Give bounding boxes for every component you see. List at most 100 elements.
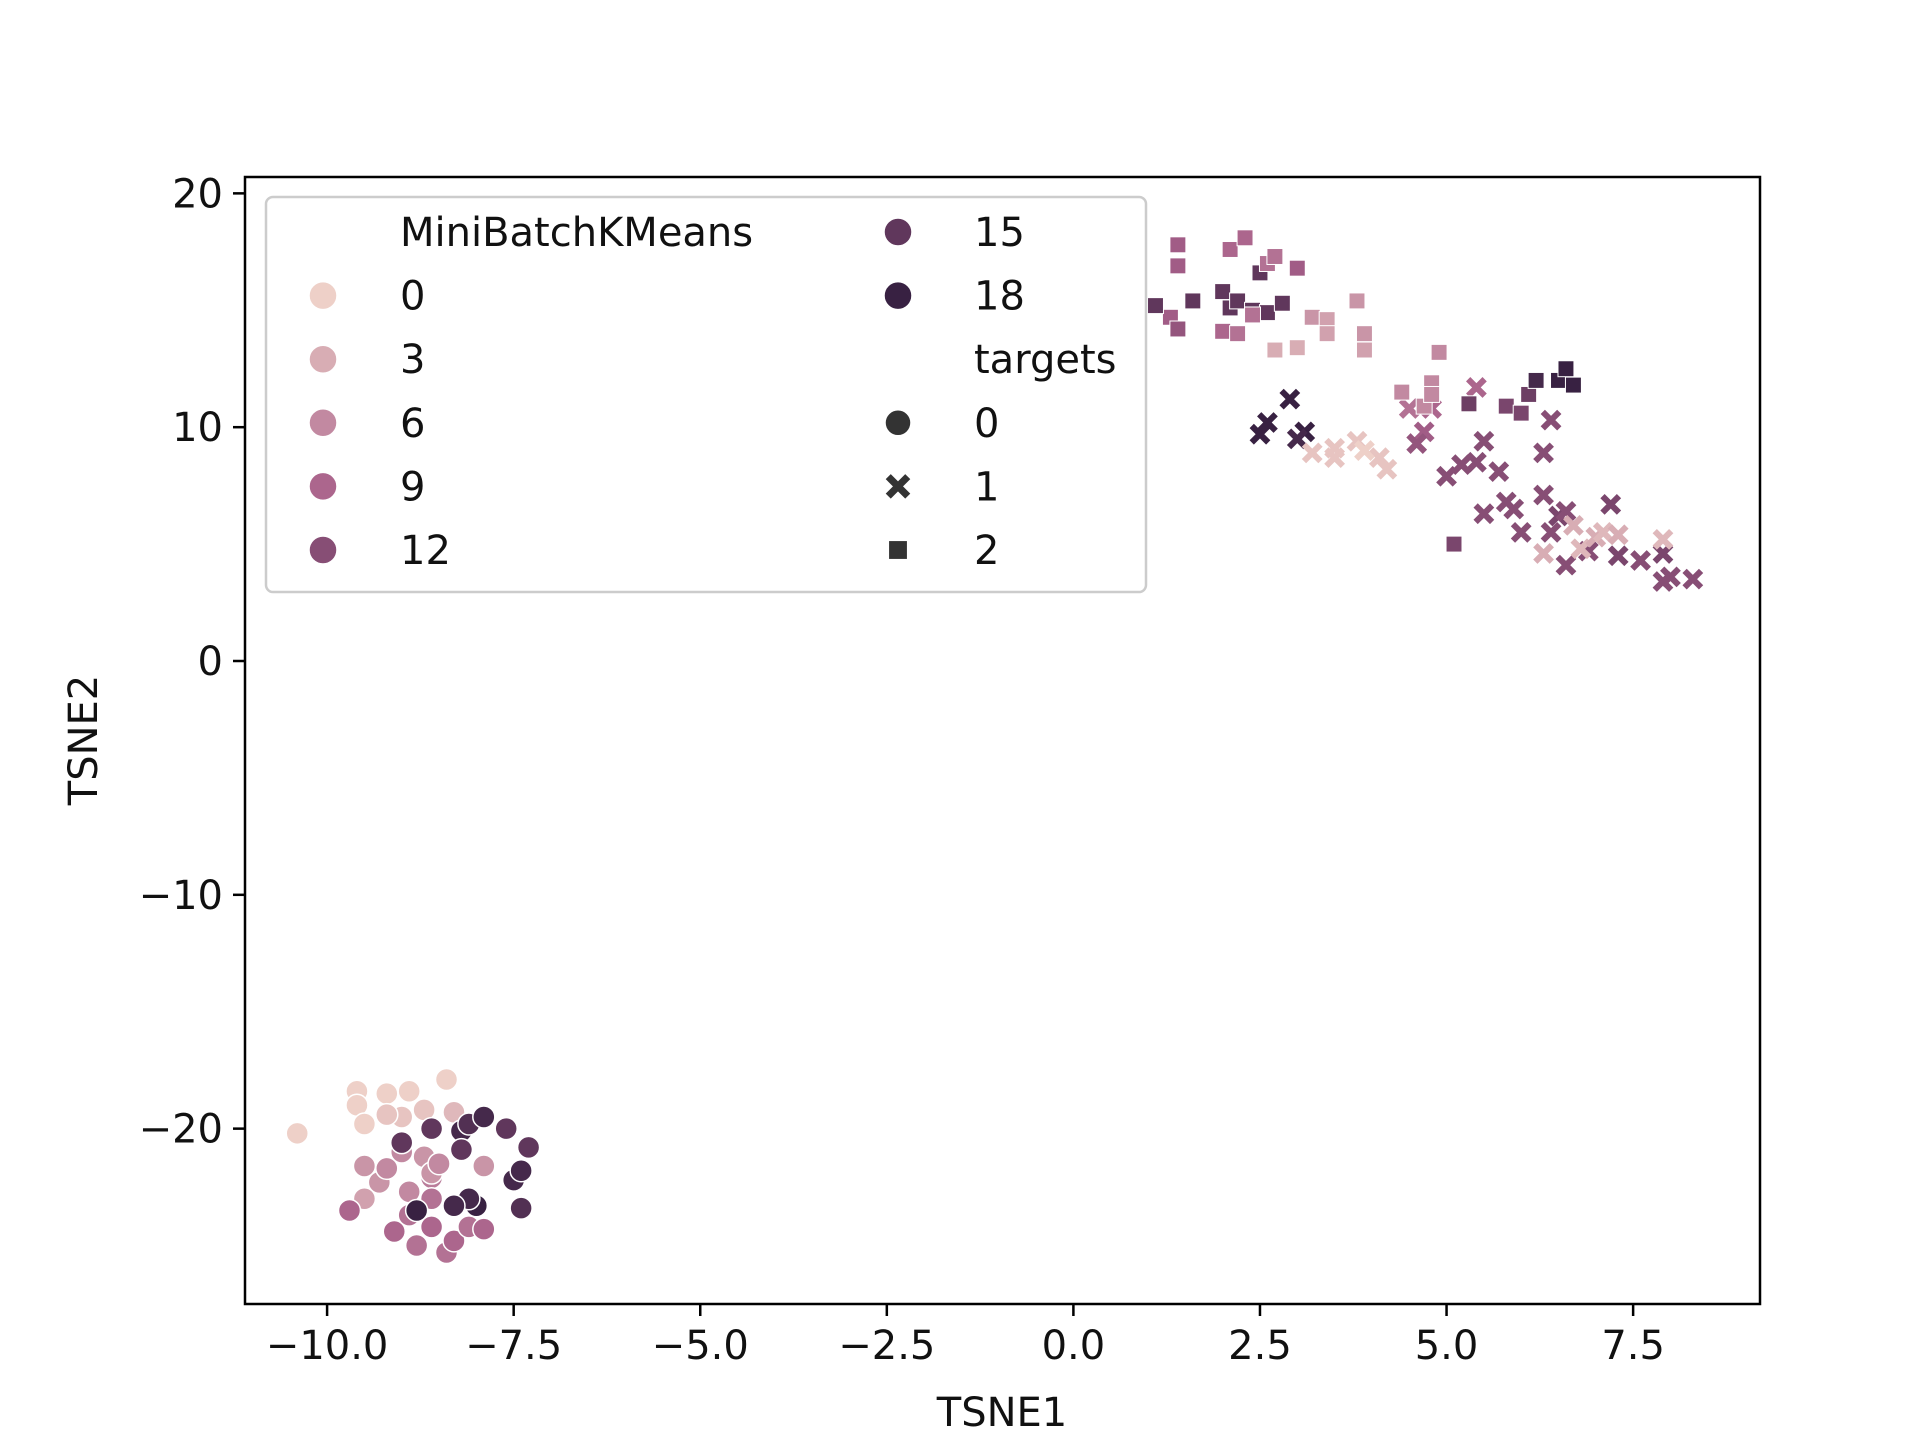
data-point-target-2-17 [1266,248,1284,265]
legend-entry-label: 0 [974,401,999,447]
data-point-target-1-26 [1533,442,1554,464]
data-point-target-0-10 [375,1102,399,1127]
data-point-target-1-36 [1630,550,1651,571]
data-point-target-2-8 [1229,292,1247,310]
data-point-target-1-27 [1540,409,1562,431]
data-point-target-2-41 [1557,360,1575,378]
data-point-target-1-41 [1533,543,1554,564]
data-point-target-1-19 [1466,451,1487,473]
legend-style-marker [885,474,911,499]
data-point-target-2-32 [1423,385,1441,403]
data-point-target-0-19 [427,1151,451,1176]
legend-entry-label: 1 [974,464,999,510]
data-point-target-2-37 [1512,404,1530,422]
data-point-target-1-42 [1563,514,1584,536]
data-point-target-2-5 [1184,292,1202,310]
x-tick-label: 7.5 [1601,1323,1665,1369]
x-tick-label: 0.0 [1042,1323,1106,1369]
data-point-target-0-8 [434,1067,459,1092]
x-tick-label: −2.5 [838,1323,935,1369]
data-point-target-1-30 [1555,500,1577,522]
data-point-target-2-3 [1169,320,1187,338]
x-tick-label: 2.5 [1228,1323,1292,1369]
data-point-target-0-4 [375,1081,399,1106]
data-point-target-0-14 [375,1156,399,1181]
data-point-target-2-1 [1169,257,1187,275]
legend-hue-marker [308,535,338,565]
data-point-target-2-4 [1147,297,1164,315]
data-point-target-2-33 [1430,343,1448,361]
data-point-target-2-39 [1527,371,1545,389]
data-point-target-2-24 [1348,292,1366,310]
legend-style-marker [888,540,908,560]
data-point-target-2-15 [1236,229,1254,247]
data-point-target-0-20 [472,1154,496,1178]
legend-entry-label: 12 [400,528,451,574]
legend-hue-marker [308,408,338,438]
data-point-target-0-6 [397,1079,421,1103]
data-point-target-0-41 [509,1158,533,1183]
y-tick-label: −20 [139,1107,223,1153]
data-point-target-2-19 [1229,325,1247,343]
data-point-target-0-33 [419,1116,444,1141]
legend-title: MiniBatchKMeans [400,210,753,256]
x-axis-title: TSNE1 [936,1390,1067,1436]
legend-entry-label: 3 [400,337,425,383]
data-point-target-1-34 [1600,493,1622,515]
legend-hue-marker [308,280,338,311]
data-point-target-1-40 [1682,568,1704,590]
data-point-target-0-32 [389,1130,414,1155]
data-point-target-1-20 [1473,430,1495,452]
legend-entry-label: 18 [974,274,1025,320]
x-tick-label: −10.0 [266,1323,389,1369]
data-point-target-1-18 [1451,454,1472,475]
data-point-target-2-21 [1303,308,1321,326]
data-point-target-2-36 [1497,397,1515,415]
data-point-target-2-35 [1460,395,1478,413]
data-point-target-0-45 [442,1194,466,1218]
data-point-target-2-27 [1266,341,1284,359]
data-point-target-1-12 [1398,398,1420,419]
data-point-target-2-29 [1393,383,1411,401]
data-point-target-0-42 [509,1196,533,1220]
data-point-target-0-40 [516,1135,541,1160]
legend-box [264,195,1148,594]
data-point-target-2-18 [1244,306,1261,324]
x-tick-label: −7.5 [465,1323,562,1369]
data-point-target-2-28 [1288,339,1306,357]
y-tick-label: 10 [172,405,223,451]
x-axis-ticks: −10.0 −7.5 −5.0 −2.5 0.0 2.5 5.0 7.5 [266,1304,1665,1369]
x-tick-label: 5.0 [1415,1323,1479,1369]
data-point-target-2-0 [1169,236,1187,254]
data-point-target-1-5 [1301,442,1323,464]
legend-entry-label: 0 [400,274,425,320]
legend-hue-marker [308,471,338,502]
data-point-target-1-4 [1286,428,1308,450]
legend-hue-marker [308,344,338,374]
data-point-target-0-30 [472,1217,496,1241]
data-point-target-0-38 [494,1116,518,1141]
data-point-target-2-20 [1288,259,1306,277]
data-point-target-1-24 [1503,498,1525,520]
legend-entry-label: 15 [974,210,1025,256]
data-point-target-1-39 [1660,566,1681,588]
data-point-target-1-11 [1354,440,1375,461]
legend-entry-label: 9 [400,464,425,510]
legend-hue-marker [883,217,913,247]
data-point-target-1-32 [1555,554,1577,576]
data-point-target-1-25 [1510,522,1532,543]
data-point-target-1-16 [1406,433,1428,454]
legend-entry-label: 6 [400,401,425,447]
data-point-target-1-45 [1592,522,1614,543]
plot-frame [243,175,1762,1306]
data-point-target-2-25 [1355,325,1373,343]
data-point-target-2-34 [1445,535,1463,553]
data-point-target-2-12 [1273,294,1291,312]
data-point-target-0-23 [382,1219,407,1244]
points-layer [285,229,1704,1265]
y-tick-label: 0 [198,639,223,685]
data-point-target-0-0 [285,1121,309,1146]
data-point-target-1-15 [1466,377,1487,398]
